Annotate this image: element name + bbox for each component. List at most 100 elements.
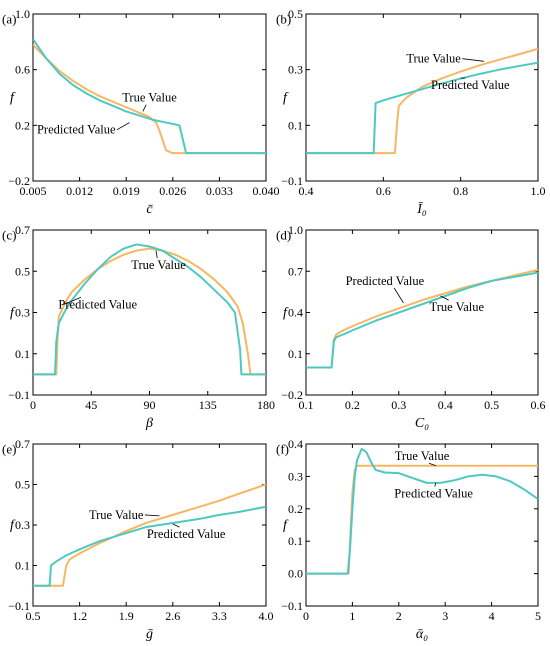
x-tick-label: 0.040 [253, 184, 280, 198]
panel-b: (b) 0.4 0.6 0.8 1.0 −0.1 0.1 0.3 0.5 Ī₀ f True Valu… [276, 7, 546, 217]
x-axis-label-f: ᾱ₀ [416, 627, 428, 642]
x-axis-label-d: C₀ [415, 416, 429, 431]
x-axis-label-b: Ī₀ [416, 201, 427, 217]
x-tick-label: 0.5 [26, 609, 41, 623]
annotation-leader-line [63, 297, 82, 305]
y-tick-label: 0.3 [15, 518, 30, 532]
annotation-leader-line [428, 462, 437, 467]
y-tick-label: 0.7 [15, 223, 30, 237]
annotation-label: Predicted Value [431, 78, 510, 92]
x-tick-label: 0.3 [391, 398, 406, 412]
x-tick-label: 45 [85, 398, 97, 412]
x-tick-label: 0.6 [531, 398, 546, 412]
y-tick-label: −0.1 [8, 599, 30, 613]
y-tick-label: −0.1 [281, 174, 303, 188]
annotation-label: Predicted Value [37, 123, 116, 137]
panel-c: (c) 0 45 90 135 180 −0.1 0.1 0.3 0.5 0.7 β f True Val… [2, 223, 275, 431]
x-axis-label-a: c̄ [146, 202, 153, 217]
y-tick-label: −0.1 [281, 599, 303, 613]
annotation-leader-line [144, 514, 160, 517]
y-tick-label: −0.1 [8, 388, 30, 402]
x-tick-label: 0.2 [345, 398, 360, 412]
y-axis-label-f: f [283, 518, 289, 533]
annotation-leader-line [434, 482, 437, 487]
annotation-label: Predicted Value [58, 297, 137, 311]
y-tick-label: 0.1 [288, 347, 303, 361]
x-tick-label: 0.6 [376, 184, 391, 198]
plot-frame-e [32, 443, 267, 607]
panel-label-b: (b) [276, 12, 291, 27]
y-tick-label: 0.5 [15, 478, 30, 492]
x-tick-label: 1 [349, 609, 355, 623]
x-tick-label: 3 [442, 609, 448, 623]
x-tick-label: 0 [30, 398, 36, 412]
plot-frame-f [305, 443, 539, 607]
annotation-label: Predicted Value [346, 274, 425, 288]
y-tick-label: 1.0 [288, 223, 303, 237]
x-tick-label: 0.005 [20, 184, 47, 198]
y-tick-label: −0.2 [281, 388, 303, 402]
y-tick-label: 0.4 [288, 306, 303, 320]
y-tick-label: 0.6 [15, 63, 30, 77]
annotation-label: Predicted Value [147, 527, 226, 541]
series-line-predicted-value [33, 505, 266, 587]
y-tick-label: 0.0 [288, 567, 303, 581]
panel-label-a: (a) [2, 12, 16, 27]
x-tick-label: 5 [535, 609, 541, 623]
y-tick-label: 1.0 [15, 7, 30, 21]
annotation-leader-line [172, 523, 180, 528]
annotation-leader-line [462, 58, 484, 62]
y-tick-label: 0.2 [15, 118, 30, 132]
y-tick-label: 0.3 [288, 469, 303, 483]
x-tick-label: 4 [489, 609, 495, 623]
plot-frame-c [32, 229, 267, 396]
y-tick-label: 0.1 [15, 347, 30, 361]
annotation-label: True Value [131, 258, 186, 272]
x-tick-label: 0.4 [438, 398, 453, 412]
y-tick-label: 0.5 [15, 264, 30, 278]
panel-label-d: (d) [276, 228, 291, 243]
x-tick-label: 0.8 [453, 184, 468, 198]
y-tick-label: 0.7 [288, 264, 303, 278]
y-axis-label-d: f [283, 306, 289, 321]
panel-a: (a) 0.005 0.012 0.019 0.026 0.033 0.040 −0.2 0.2… [2, 7, 280, 217]
y-axis-label-e: f [10, 518, 16, 533]
x-tick-label: 0.019 [113, 184, 140, 198]
annotation-label: Predicted Value [394, 486, 473, 500]
annotation-label: True Value [122, 91, 177, 105]
x-tick-label: 2 [396, 609, 402, 623]
series-line-true-value [33, 247, 266, 376]
annotation-label: True Value [406, 52, 461, 66]
series-line-predicted-value [306, 61, 538, 155]
x-tick-label: 4.0 [259, 609, 274, 623]
x-tick-label: 0.026 [159, 184, 186, 198]
x-tick-label: 135 [199, 398, 217, 412]
x-tick-label: 90 [144, 398, 156, 412]
plot-frame-d [305, 229, 539, 396]
annotation-label: True Value [395, 449, 450, 463]
x-tick-label: 0 [303, 609, 309, 623]
x-tick-label: 180 [257, 398, 275, 412]
y-tick-label: 0.3 [15, 306, 30, 320]
panel-d: (d)0.1 0.2 0.3 0.4 0.5 0.6−0.20.10.40.71.0C₀f… [276, 223, 546, 431]
series-line-predicted-value [33, 38, 266, 155]
y-tick-label: −0.2 [8, 174, 30, 188]
y-axis-label-a: f [10, 91, 16, 106]
x-tick-label: 1.0 [531, 184, 546, 198]
y-tick-label: 0.1 [15, 559, 30, 573]
x-tick-label: 1.9 [119, 609, 134, 623]
series-line-true-value [306, 47, 538, 155]
x-tick-label: 0.5 [484, 398, 499, 412]
x-tick-label: 0.012 [66, 184, 93, 198]
annotation-leader-line [440, 295, 449, 301]
panel-f: (f) 0 1 2 3 4 5 −0.1 0.0 0.1 0.2 0.3 0.4 ᾱ₀ f True Valu… [276, 437, 541, 642]
x-tick-label: 0.1 [299, 398, 314, 412]
x-tick-label: 2.6 [165, 609, 180, 623]
x-tick-label: 1.2 [72, 609, 87, 623]
x-axis-label-e: ḡ [146, 627, 153, 642]
panel-label-c: (c) [2, 228, 16, 243]
y-axis-label-b: f [283, 91, 289, 106]
series-line-predicted-value [306, 271, 538, 369]
y-tick-label: 0.5 [288, 7, 303, 21]
